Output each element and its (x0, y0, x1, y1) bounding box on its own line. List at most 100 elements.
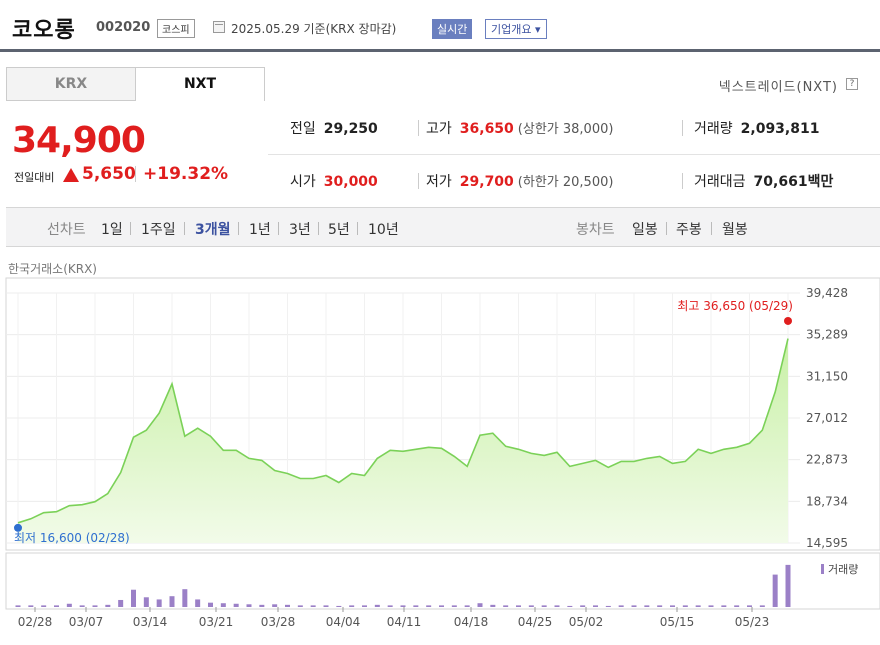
volume-bar (734, 605, 740, 607)
volume-bar (41, 605, 47, 607)
stat-amount: 거래대금 70,661백만 (694, 171, 833, 191)
volume-bar (464, 605, 470, 607)
candle-daily[interactable]: 일봉 (632, 222, 658, 238)
volume-bar (721, 605, 727, 607)
volume-bar (541, 605, 547, 607)
period-3y[interactable]: 3년 (289, 222, 311, 238)
y-tick-label: 18,734 (806, 494, 848, 508)
max-annotation: 최고 36,650 (05/29) (677, 299, 793, 313)
volume-frame (5, 552, 880, 610)
stat-volume: 거래량 2,093,811 (694, 118, 819, 138)
volume-bar (580, 605, 586, 607)
divider (357, 222, 358, 235)
volume-bar (413, 605, 419, 607)
y-tick-label: 39,428 (806, 286, 848, 300)
x-tick-label: 05/15 (660, 615, 695, 629)
y-tick-label: 14,595 (806, 536, 848, 550)
stock-header: 코오롱 002020 코스피 2025.05.29 기준(KRX 장마감) 실시… (0, 0, 880, 52)
stat-value: 30,000 (323, 174, 378, 190)
tab-krx[interactable]: KRX (6, 67, 136, 101)
divider (318, 222, 319, 235)
x-tick-label: 03/07 (69, 615, 104, 629)
volume-bar (785, 564, 791, 607)
period-1y[interactable]: 1년 (249, 222, 271, 238)
base-date: 2025.05.29 기준(KRX 장마감) (231, 22, 397, 36)
volume-bar (272, 604, 278, 607)
volume-bar (336, 605, 342, 607)
volume-bar (670, 605, 675, 607)
stat-value: 29,700 (459, 174, 514, 190)
volume-bar (105, 604, 111, 607)
x-tick-label: 05/02 (569, 615, 604, 629)
tab-nxt[interactable]: NXT (135, 67, 265, 101)
volume-bar (451, 605, 457, 607)
volume-legend: 거래량 (828, 563, 858, 576)
company-overview-dropdown[interactable]: 기업개요 ▾ (485, 19, 547, 39)
change-value: 5,650 (82, 164, 136, 184)
volume-bar (567, 605, 573, 607)
change-label: 전일대비 (14, 171, 55, 184)
volume-bar (593, 605, 598, 607)
market-badge: 코스피 (157, 19, 195, 38)
volume-bar (631, 605, 637, 607)
divider (268, 154, 880, 155)
stat-label: 고가 (426, 121, 452, 137)
price-area (18, 338, 788, 543)
divider (666, 222, 667, 235)
volume-bar (387, 605, 393, 607)
volume-bar (695, 605, 701, 607)
volume-bar (772, 574, 778, 607)
volume-bar (323, 605, 329, 607)
divider (184, 222, 185, 235)
volume-bar (644, 605, 650, 607)
stock-code: 002020 (96, 20, 151, 35)
min-annotation: 최저 16,600 (02/28) (14, 531, 130, 545)
chart-frame (5, 277, 880, 551)
min-point (14, 523, 22, 532)
volume-bar (400, 605, 406, 607)
divider (130, 222, 131, 235)
period-bar: 선차트 1일 1주일 3개월 1년 3년 5년 10년 봉차트 일봉 주봉 월봉 (6, 207, 880, 247)
x-tick-label: 04/25 (518, 615, 553, 629)
volume-bar (747, 605, 752, 607)
candle-chart-label: 봉차트 (576, 222, 615, 238)
volume-bar (143, 597, 149, 607)
price-line (17, 338, 789, 524)
volume-bar (516, 605, 521, 607)
x-tick-label: 02/28 (18, 615, 53, 629)
volume-bar (477, 603, 483, 607)
candle-monthly[interactable]: 월봉 (722, 222, 748, 238)
period-10y[interactable]: 10년 (368, 222, 399, 238)
stat-value: 29,250 (323, 121, 378, 137)
divider (135, 166, 136, 182)
volume-bar (131, 589, 136, 607)
divider (418, 173, 419, 189)
volume-bar (156, 599, 162, 607)
change-percent: +19.32% (143, 164, 229, 184)
volume-bar (439, 605, 444, 607)
x-tick-label: 03/28 (261, 615, 296, 629)
volume-bar (310, 605, 316, 607)
divider (682, 173, 683, 189)
stat-label: 거래량 (694, 121, 733, 137)
y-tick-label: 22,873 (806, 453, 848, 467)
period-1d[interactable]: 1일 (101, 222, 123, 238)
max-point (784, 316, 792, 325)
up-arrow-icon (63, 168, 79, 182)
volume-bar (618, 605, 624, 607)
y-tick-label: 27,012 (806, 411, 848, 425)
calendar-icon (213, 21, 225, 33)
stat-prev-close: 전일 29,250 (290, 118, 378, 138)
exchange-tabs: KRX NXT (6, 67, 266, 101)
help-icon[interactable]: ? (846, 78, 858, 90)
x-tick-label: 03/14 (133, 615, 168, 629)
current-price: 34,900 (12, 120, 146, 161)
realtime-button[interactable]: 실시간 (432, 19, 473, 39)
stat-label: 거래대금 (694, 174, 746, 190)
period-5y[interactable]: 5년 (328, 222, 350, 238)
volume-bar (297, 605, 303, 607)
period-1w[interactable]: 1주일 (141, 222, 176, 238)
period-3m[interactable]: 3개월 (195, 222, 231, 238)
candle-weekly[interactable]: 주봉 (676, 222, 702, 238)
